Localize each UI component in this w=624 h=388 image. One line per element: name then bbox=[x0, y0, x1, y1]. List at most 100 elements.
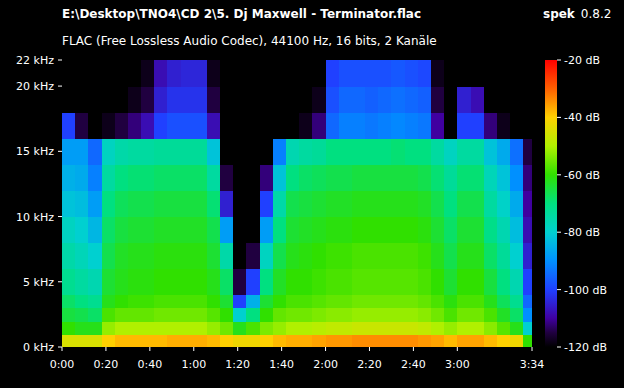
app-version: 0.8.2 bbox=[581, 7, 612, 21]
cell bbox=[299, 243, 313, 270]
cell bbox=[62, 86, 76, 113]
cell bbox=[273, 138, 287, 165]
cell bbox=[457, 243, 471, 270]
cell bbox=[286, 86, 300, 113]
cell bbox=[497, 190, 511, 217]
cell bbox=[457, 217, 471, 244]
cell bbox=[167, 334, 181, 347]
colorbar-tick-label: -40 dB bbox=[564, 111, 600, 124]
cell bbox=[431, 217, 445, 244]
cell bbox=[88, 217, 102, 244]
cell bbox=[497, 86, 511, 113]
cell bbox=[273, 190, 287, 217]
cell bbox=[299, 321, 313, 335]
cell bbox=[102, 86, 116, 113]
cell bbox=[523, 295, 532, 309]
cell bbox=[207, 60, 221, 87]
cell bbox=[378, 112, 392, 139]
cell bbox=[128, 112, 142, 139]
cell bbox=[141, 321, 155, 335]
cell bbox=[378, 308, 392, 322]
cell bbox=[246, 138, 260, 165]
cell bbox=[497, 308, 511, 322]
cell bbox=[326, 86, 340, 113]
cell bbox=[352, 321, 366, 335]
cell bbox=[497, 112, 511, 139]
cell bbox=[471, 308, 485, 322]
cell bbox=[484, 334, 498, 347]
cell bbox=[457, 112, 471, 139]
cell bbox=[457, 308, 471, 322]
cell bbox=[75, 295, 89, 309]
cell bbox=[418, 190, 432, 217]
cell bbox=[88, 243, 102, 270]
cell bbox=[102, 217, 116, 244]
cell bbox=[141, 60, 155, 87]
cell bbox=[312, 190, 326, 217]
cell bbox=[115, 86, 129, 113]
cell bbox=[391, 138, 405, 165]
cell bbox=[141, 269, 155, 296]
cell bbox=[220, 334, 234, 347]
cell bbox=[102, 60, 116, 87]
cell bbox=[312, 86, 326, 113]
cell bbox=[352, 138, 366, 165]
cell bbox=[523, 138, 532, 165]
cell bbox=[194, 334, 208, 347]
cell bbox=[523, 243, 532, 270]
cell bbox=[312, 269, 326, 296]
cell bbox=[88, 269, 102, 296]
cell bbox=[75, 217, 89, 244]
cell bbox=[299, 164, 313, 191]
cell bbox=[484, 308, 498, 322]
cell bbox=[102, 243, 116, 270]
cell bbox=[510, 308, 524, 322]
cell bbox=[167, 190, 181, 217]
cell bbox=[484, 243, 498, 270]
x-tick bbox=[237, 347, 238, 351]
cell bbox=[128, 269, 142, 296]
cell bbox=[365, 112, 379, 139]
y-tick-label: 20 kHz bbox=[16, 80, 54, 93]
cell bbox=[286, 321, 300, 335]
cell bbox=[405, 164, 419, 191]
cell bbox=[365, 86, 379, 113]
cell bbox=[299, 112, 313, 139]
cell bbox=[233, 190, 247, 217]
cell bbox=[378, 269, 392, 296]
x-tick-label: 1:40 bbox=[269, 358, 294, 371]
cell bbox=[405, 295, 419, 309]
cell bbox=[167, 164, 181, 191]
cell bbox=[484, 86, 498, 113]
cell bbox=[260, 60, 274, 87]
cell bbox=[154, 60, 168, 87]
cell bbox=[484, 269, 498, 296]
cell bbox=[102, 308, 116, 322]
cell bbox=[326, 217, 340, 244]
cell bbox=[378, 217, 392, 244]
x-tick-label: 0:00 bbox=[50, 358, 75, 371]
cell bbox=[391, 86, 405, 113]
cell bbox=[207, 217, 221, 244]
cell bbox=[352, 217, 366, 244]
cell bbox=[141, 334, 155, 347]
cell bbox=[444, 138, 458, 165]
cell bbox=[246, 334, 260, 347]
cell bbox=[286, 112, 300, 139]
cell bbox=[128, 217, 142, 244]
cell bbox=[418, 334, 432, 347]
subtitle: FLAC (Free Lossless Audio Codec), 44100 … bbox=[62, 34, 437, 48]
cell bbox=[405, 138, 419, 165]
x-tick bbox=[193, 347, 194, 351]
cell bbox=[88, 138, 102, 165]
cell bbox=[431, 60, 445, 87]
x-tick-label: 2:40 bbox=[401, 358, 426, 371]
cell bbox=[484, 138, 498, 165]
cell bbox=[115, 308, 129, 322]
cell bbox=[431, 308, 445, 322]
cell bbox=[102, 164, 116, 191]
colorbar-tick bbox=[557, 347, 561, 348]
y-tick-label: 22 kHz bbox=[16, 54, 54, 67]
y-tick bbox=[58, 216, 62, 217]
cell bbox=[418, 217, 432, 244]
